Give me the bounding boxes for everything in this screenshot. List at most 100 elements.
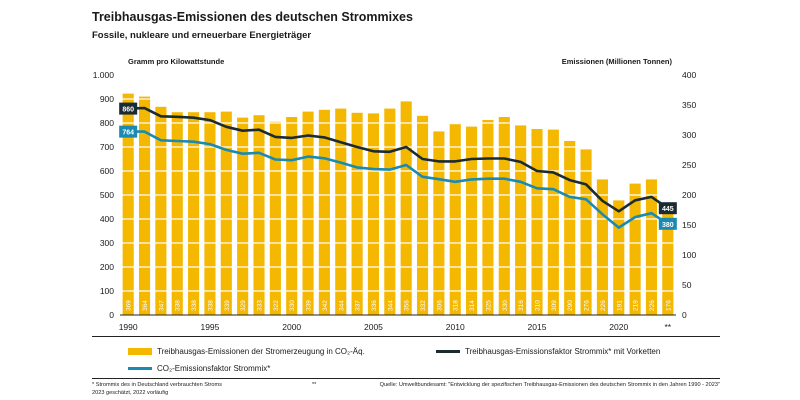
x-tick: ** [665, 322, 672, 332]
bar-2020 [613, 200, 625, 315]
bar-value-label: 342 [322, 300, 329, 311]
bar-2008 [416, 115, 429, 315]
y-tick-left: 700 [100, 142, 114, 152]
legend-item-co2-line: CO₂-Emissionsfaktor Strommix* [128, 364, 270, 373]
bar-value-label: 336 [371, 300, 378, 311]
y-tick-left: 200 [100, 262, 114, 272]
bar-value-label: 330 [502, 300, 509, 311]
co2-end-label: 380 [662, 222, 674, 229]
bar-2004 [351, 112, 363, 315]
legend-item-ghg-line: Treibhausgas-Emissionsfaktor Strommix* m… [436, 347, 660, 356]
y-tick-right: 400 [682, 70, 696, 80]
x-tick: 2005 [364, 322, 383, 332]
x-tick: 1995 [200, 322, 219, 332]
footnote-double-star: ** [312, 382, 317, 388]
y-tick-right: 250 [682, 160, 696, 170]
bar-1990 [122, 93, 134, 315]
x-tick: 2000 [282, 322, 301, 332]
bar-1991 [138, 96, 151, 315]
footnote-star: * Strommix des in Deutschland verbraucht… [92, 382, 222, 388]
y-tick-left: 800 [100, 118, 114, 128]
bar-2009 [433, 131, 445, 315]
x-tick: 2020 [609, 322, 628, 332]
co2-end-label-box [658, 217, 677, 230]
source-note: Quelle: Umweltbundesamt: "Entwicklung de… [379, 382, 720, 388]
bar-value-label: 364 [142, 300, 149, 311]
bar-value-label: 332 [420, 300, 427, 311]
legend-ghg-swatch [436, 350, 460, 353]
co2-start-label-box [119, 125, 138, 138]
bar-2023 [662, 209, 674, 315]
bar-2011 [466, 126, 478, 315]
y-tick-left: 400 [100, 214, 114, 224]
x-tick: 2015 [528, 322, 547, 332]
bar-value-label: 356 [404, 300, 411, 311]
y-tick-left: 500 [100, 190, 114, 200]
bar-2001 [302, 111, 314, 315]
ghg-emission-factor-line [128, 106, 669, 213]
bar-value-label: 306 [436, 300, 443, 311]
bar-value-label: 330 [289, 300, 296, 311]
bar-value-label: 322 [273, 300, 280, 311]
bar-value-label: 219 [633, 300, 640, 311]
bar-value-label: 337 [355, 300, 362, 311]
legend-bars-label: Treibhausgas-Emissionen der Stromerzeugu… [157, 347, 365, 356]
co2-start-label: 764 [122, 130, 134, 137]
bar-value-label: 276 [584, 300, 591, 311]
bar-value-label: 339 [224, 300, 231, 311]
y-axis-right-title: Emissionen (Millionen Tonnen) [562, 57, 673, 66]
chart-subtitle: Fossile, nukleare und erneuerbare Energi… [92, 30, 312, 41]
bar-2014 [515, 125, 527, 316]
ghg-end-label: 445 [662, 206, 674, 213]
y-tick-right: 100 [682, 250, 696, 260]
bar-2017 [564, 141, 576, 315]
chart-title: Treibhausgas-Emissionen des deutschen St… [92, 10, 413, 24]
bar-value-label: 347 [158, 300, 165, 311]
bar-2003 [335, 108, 347, 315]
bar-value-label: 226 [600, 300, 607, 311]
bar-value-label: 310 [535, 300, 542, 311]
bar-1993 [171, 112, 183, 315]
x-tick: 1990 [119, 322, 138, 332]
y-tick-right: 50 [682, 280, 692, 290]
bar-2005 [367, 113, 380, 316]
bar-2007 [400, 101, 412, 316]
y-axis-left-title: Gramm pro Kilowattstunde [128, 57, 224, 66]
bar-2010 [449, 124, 461, 315]
bar-2016 [547, 129, 559, 315]
legend-top-divider [92, 336, 720, 337]
bar-value-label: 226 [649, 300, 656, 311]
y-tick-left: 100 [100, 286, 114, 296]
y-tick-right: 300 [682, 130, 696, 140]
bar-value-label: 329 [240, 300, 247, 311]
bar-value-label: 333 [257, 300, 264, 311]
legend-bottom-divider [92, 378, 720, 379]
y-tick-left: 900 [100, 94, 114, 104]
y-tick-right: 150 [682, 220, 696, 230]
bar-value-label: 344 [338, 300, 345, 311]
bar-value-label: 339 [306, 300, 313, 311]
legend-co2-label: CO₂-Emissionsfaktor Strommix* [157, 364, 271, 373]
legend-bar-swatch [128, 348, 152, 355]
y-tick-right: 0 [682, 310, 687, 320]
bar-value-label: 325 [485, 300, 492, 311]
bar-1994 [188, 112, 200, 315]
y-tick-right: 350 [682, 100, 696, 110]
bar-1995 [204, 112, 216, 315]
ghg-start-label: 860 [122, 107, 134, 114]
bar-2015 [531, 129, 543, 315]
bar-2006 [384, 108, 396, 315]
bar-1997 [237, 117, 249, 315]
bar-value-label: 338 [207, 300, 214, 311]
bar-2021 [629, 183, 641, 315]
bar-1992 [155, 106, 167, 315]
bar-value-label: 314 [469, 300, 476, 311]
bar-2018 [580, 149, 592, 315]
bar-value-label: 338 [191, 300, 198, 311]
y-tick-left: 0 [109, 310, 114, 320]
bar-value-label: 338 [175, 300, 182, 311]
bar-1996 [220, 111, 232, 315]
bar-2013 [498, 117, 510, 315]
bar-2002 [318, 109, 330, 315]
